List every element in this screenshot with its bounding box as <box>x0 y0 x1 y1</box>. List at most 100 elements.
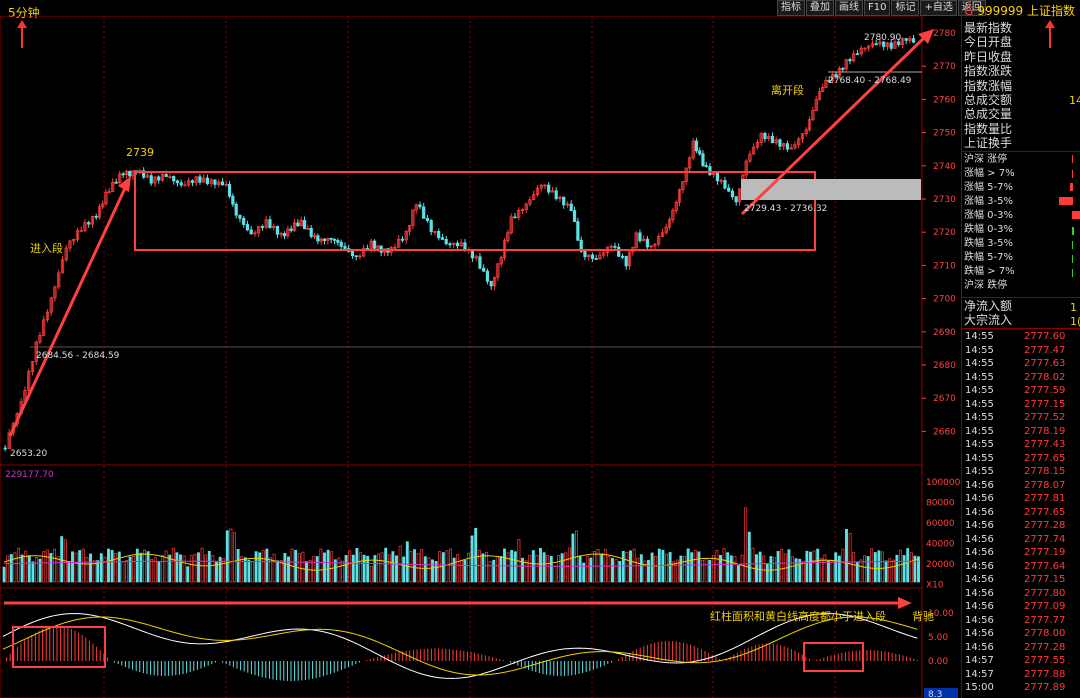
tick-time: 14:56 <box>965 614 994 626</box>
candle-body <box>602 252 606 256</box>
add-watchlist-button[interactable]: +自选 <box>920 0 957 16</box>
volume-bar <box>564 552 568 583</box>
candle-body <box>336 239 340 243</box>
candle-body <box>179 182 183 186</box>
candle-body <box>684 167 688 182</box>
volume-bar <box>625 551 629 583</box>
volume-bar <box>798 558 802 583</box>
candle-body <box>149 175 153 184</box>
volume-bar <box>240 556 244 583</box>
candle-body <box>535 187 540 196</box>
candle-body <box>562 196 566 206</box>
volume-bar <box>81 548 85 583</box>
candle-body <box>168 176 172 178</box>
candle-body <box>723 180 727 189</box>
candle-body <box>499 256 503 265</box>
breadth-bar <box>1072 211 1080 219</box>
index-title[interactable]: G 999999 上证指数 <box>964 2 1075 19</box>
candle-body <box>882 41 886 47</box>
candle-body <box>572 210 577 223</box>
volume-bar <box>834 552 838 583</box>
volume-bar <box>758 551 762 583</box>
volume-bar <box>647 559 650 583</box>
tick-row: 14:55 2777.65 <box>962 452 1080 466</box>
volume-bar <box>60 536 64 583</box>
volume-bar <box>265 548 269 583</box>
candlestick-chart[interactable]: 2780 2770 2760 2750 2740 2730 2720 2710 2700 2690… <box>0 16 961 698</box>
volume-bar <box>585 556 589 583</box>
candle-body <box>674 201 678 211</box>
candle-body <box>667 219 672 228</box>
exit-trend-arrow <box>740 34 928 216</box>
volume-bar <box>337 557 341 583</box>
back-button[interactable]: 返回 <box>957 0 986 16</box>
candle-body <box>429 220 433 232</box>
breadth-bar <box>1072 170 1073 178</box>
candle-body <box>202 177 206 183</box>
price-axis-tick: 2720 <box>933 228 956 238</box>
volume-bar <box>593 551 596 583</box>
overlay-button[interactable]: 叠加 <box>806 0 834 16</box>
mark-button[interactable]: 标记 <box>891 0 920 16</box>
volume-bar <box>369 565 373 583</box>
candle-body <box>804 129 808 135</box>
volume-bar <box>107 548 110 583</box>
volume-bar <box>485 551 488 583</box>
tick-row: 14:56 2777.28 <box>962 641 1080 655</box>
volume-bar <box>225 530 229 583</box>
macd-dif-line <box>2 613 918 679</box>
volume-bar <box>96 560 100 583</box>
candle-body <box>911 38 916 43</box>
candle-body <box>712 172 716 176</box>
candle-body <box>7 432 11 449</box>
volume-bar <box>31 561 35 583</box>
volume-axis-tick: 20000 <box>926 560 955 570</box>
candle-body <box>107 191 111 193</box>
volume-bar <box>693 550 697 583</box>
volume-bar <box>459 560 463 583</box>
volume-bar <box>366 555 370 583</box>
tick-time: 14:56 <box>965 628 994 639</box>
volume-bar <box>301 551 305 583</box>
volume-axis-tick: X10 <box>926 581 944 591</box>
volume-bar <box>888 558 892 583</box>
draw-line-button[interactable]: 画线 <box>835 0 863 16</box>
candle-body <box>407 224 412 232</box>
volume-bar <box>607 556 611 583</box>
volume-bar <box>135 548 139 583</box>
volume-bar <box>247 559 251 583</box>
price-axis-tick: 2710 <box>933 261 956 271</box>
tick-time: 14:56 <box>965 506 994 518</box>
net-inflow-value: 1 <box>1070 301 1077 314</box>
tick-price: 2777.15 <box>1024 398 1066 410</box>
volume-bar <box>769 556 773 583</box>
candle-body <box>289 228 293 231</box>
volume-bar <box>744 507 748 583</box>
tick-time: 14:55 <box>965 385 994 396</box>
quote-field-label: 指数涨跌 <box>964 64 1013 79</box>
candle-body <box>411 209 415 226</box>
volume-bar <box>873 552 877 583</box>
volume-bar <box>362 554 366 583</box>
tick-price: 2777.43 <box>1024 439 1066 450</box>
candle-body <box>157 176 161 181</box>
volume-bar <box>139 552 143 583</box>
tick-row: 14:56 2777.77 <box>962 614 1080 628</box>
f10-button[interactable]: F10 <box>864 0 891 16</box>
candle-body <box>329 237 333 240</box>
indicator-button[interactable]: 指标 <box>777 0 805 16</box>
index-badge: G <box>964 4 974 18</box>
candle-body <box>649 245 653 248</box>
candle-body <box>452 242 456 245</box>
volume-bar <box>35 557 38 583</box>
tick-price: 2777.47 <box>1024 344 1066 356</box>
candle-body <box>755 142 760 148</box>
tick-price: 2777.15 <box>1024 574 1066 585</box>
volume-bar <box>895 554 899 583</box>
volume-bar <box>391 551 395 583</box>
candle-body <box>42 319 46 336</box>
volume-bar <box>877 550 881 583</box>
candle-body <box>889 42 893 49</box>
macd-axis-tick: 10.00 <box>928 609 954 619</box>
volume-bar <box>837 555 841 583</box>
